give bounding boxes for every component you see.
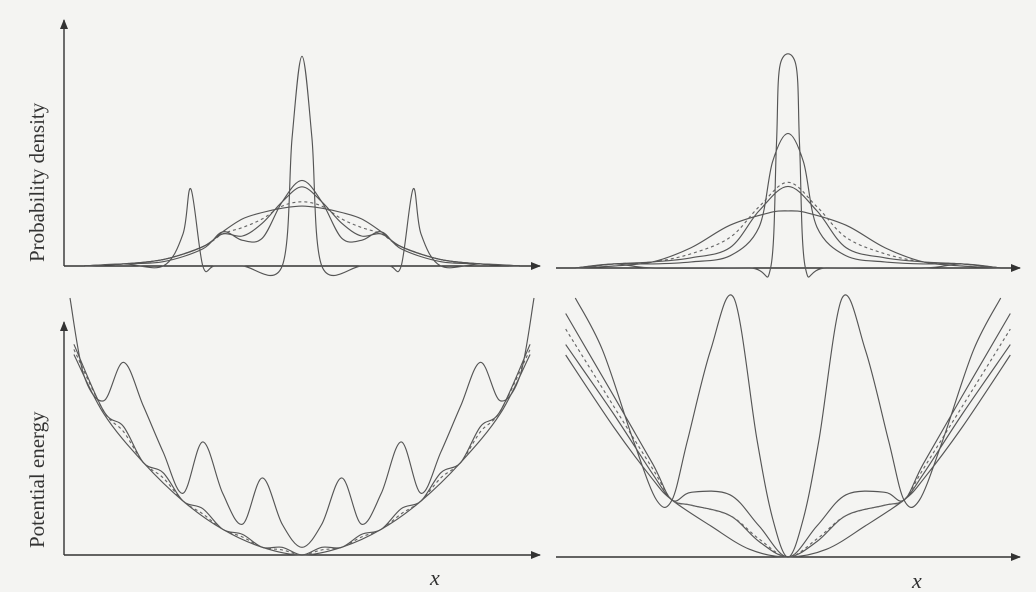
bottom-right-series-line-1 [565, 354, 1011, 558]
curves-top-right [575, 53, 1001, 278]
top-right-series-line-1 [575, 210, 1001, 269]
bottom-left-series-line-3 [73, 344, 531, 556]
top-right-series-line-2 [575, 181, 1001, 269]
y-label-potential-energy: Potential energy [25, 411, 49, 548]
bottom-left-series-line-2 [73, 349, 531, 556]
x-label-right: x [911, 568, 922, 592]
bottom-right-series-line-5 [574, 294, 1002, 558]
curves-bottom-right [565, 294, 1011, 558]
panel-top-right [556, 53, 1021, 278]
top-left-series-line-3 [83, 186, 521, 267]
top-left-series-line-5 [83, 55, 521, 276]
bottom-right-series-line-2 [565, 344, 1011, 558]
curves-bottom-left [69, 297, 535, 556]
panel-bottom-left [60, 297, 541, 559]
bottom-right-series-line-4 [565, 313, 1011, 558]
panel-top-left [60, 19, 541, 276]
top-left-series-line-4 [83, 179, 521, 267]
top-right-series-line-3 [575, 185, 1001, 269]
y-label-probability-density: Probability density [25, 102, 49, 262]
top-left-series-line-2 [83, 201, 521, 267]
top-right-series-line-4 [575, 132, 1001, 269]
bottom-left-series-line-1 [73, 354, 531, 556]
x-label-left: x [429, 565, 440, 590]
panel-bottom-right [556, 294, 1021, 561]
curves-top-left [83, 55, 521, 276]
top-right-series-line-5 [575, 53, 1001, 278]
top-left-series-line-1 [83, 205, 521, 267]
bottom-left-series-line-4 [69, 297, 535, 548]
